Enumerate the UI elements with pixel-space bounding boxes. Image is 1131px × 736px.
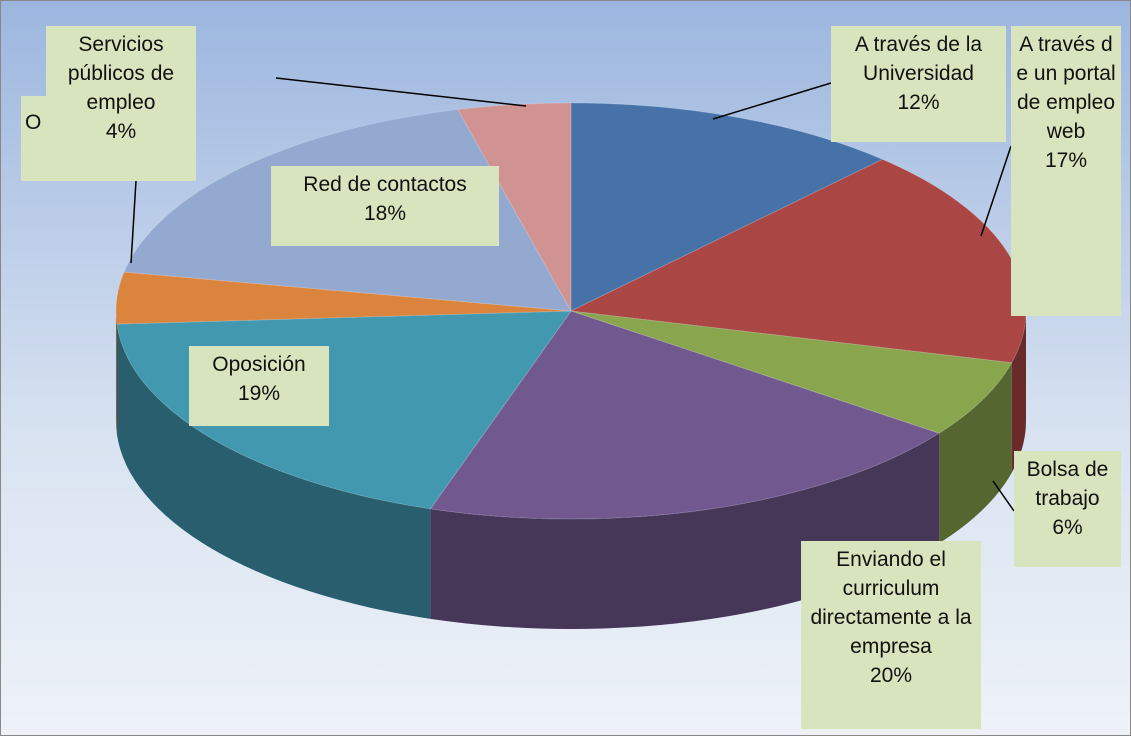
slice xyxy=(429,310,941,520)
slice-side xyxy=(116,311,117,435)
value-label: 18% xyxy=(363,202,407,225)
slice-side xyxy=(939,362,1012,544)
slice xyxy=(569,158,1027,364)
leader-line xyxy=(712,82,832,120)
leader-line xyxy=(992,480,1015,512)
slice xyxy=(570,102,884,312)
category-label: Servicios públicos de empleo xyxy=(67,33,175,114)
slice-side xyxy=(1011,311,1026,473)
data-label: A través de un portal de empleo web 17% xyxy=(1011,26,1121,316)
leader-lines xyxy=(130,77,1015,512)
category-label: Oposición xyxy=(212,353,306,376)
data-label: Enviando el curriculum directamente a la… xyxy=(801,541,981,729)
slice xyxy=(115,271,572,325)
data-label: A través de la Universidad 12% xyxy=(831,26,1006,142)
category-label: A través de la Universidad xyxy=(854,33,983,85)
value-label: 12% xyxy=(897,91,940,114)
data-label: Oposición 19% xyxy=(189,346,329,426)
slice-side xyxy=(116,324,431,619)
value-label: 4% xyxy=(105,120,137,143)
pie-tops xyxy=(115,102,1027,520)
category-label: A través de un portal de empleo web xyxy=(1016,33,1116,143)
data-label: Red de contactos 18% xyxy=(271,166,499,246)
data-label: Bolsa de trabajo 6% xyxy=(1014,451,1121,567)
value-label: 19% xyxy=(237,382,281,405)
value-label: 20% xyxy=(869,664,913,687)
category-label: Red de contactos xyxy=(303,173,467,196)
slice xyxy=(570,310,1013,434)
category-label: Bolsa de trabajo xyxy=(1026,458,1109,510)
value-label: 6% xyxy=(1052,516,1083,539)
leader-line xyxy=(980,145,1012,237)
leader-line xyxy=(275,77,527,107)
data-label: Servicios públicos de empleo 4% xyxy=(46,26,196,181)
leader-line xyxy=(130,180,137,264)
value-label: 17% xyxy=(1044,149,1088,172)
category-label: Enviando el curriculum directamente a la… xyxy=(810,548,972,658)
category-label: O xyxy=(25,111,42,134)
